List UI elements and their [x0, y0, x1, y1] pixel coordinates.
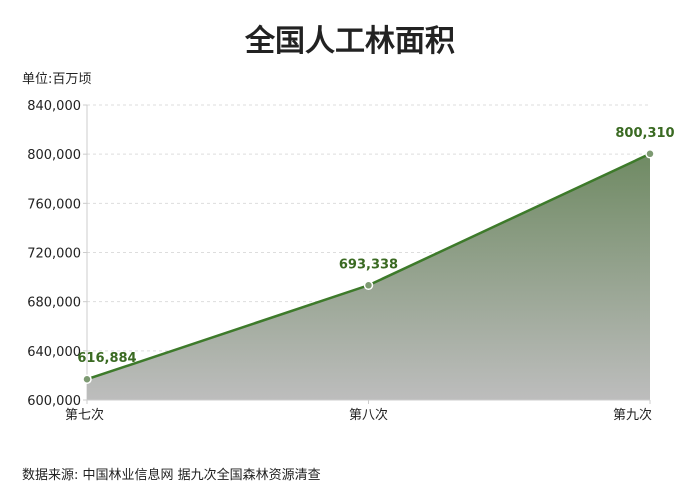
y-axis-unit-label: 单位:百万顷 [22, 72, 92, 87]
y-tick-label: 720,000 [27, 247, 81, 262]
source-note: 数据来源: 中国林业信息网 据九次全国森林资源清查 [22, 468, 321, 483]
area-fill [87, 153, 650, 400]
data-point [82, 374, 92, 384]
data-point [363, 280, 374, 291]
data-label: 800,310 [615, 126, 674, 141]
y-tick-label: 600,000 [27, 394, 81, 409]
x-tick-label: 第九次 [613, 407, 652, 423]
x-tick-label: 第八次 [349, 407, 388, 423]
y-tick-label: 760,000 [27, 197, 81, 212]
y-tick-label: 680,000 [27, 296, 81, 311]
y-tick-label: 640,000 [27, 345, 81, 360]
y-tick-label: 840,000 [27, 99, 81, 114]
chart-title: 全国人工林面积 [245, 24, 455, 59]
data-point [645, 149, 655, 159]
x-tick-label: 第七次 [65, 407, 104, 423]
y-tick-label: 800,000 [27, 148, 81, 163]
data-label: 616,884 [77, 351, 136, 366]
data-label: 693,338 [339, 257, 398, 272]
